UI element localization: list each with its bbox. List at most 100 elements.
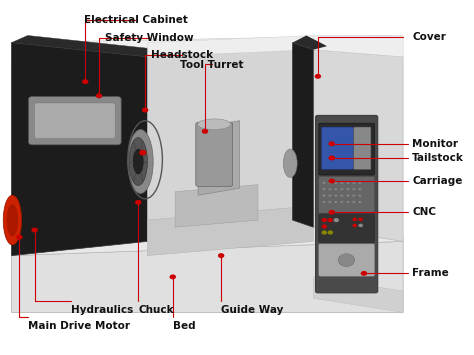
Circle shape [328,201,331,203]
Circle shape [353,188,355,190]
Circle shape [358,182,361,184]
Text: Main Drive Motor: Main Drive Motor [27,321,130,331]
Polygon shape [147,206,313,256]
Circle shape [170,274,176,279]
Polygon shape [11,36,161,57]
Text: CNC: CNC [412,207,437,217]
Text: Bed: Bed [173,321,195,331]
Circle shape [335,201,337,203]
Circle shape [328,195,331,197]
FancyBboxPatch shape [196,122,233,186]
Text: Tailstock: Tailstock [412,153,464,163]
Circle shape [334,218,339,222]
Circle shape [353,195,355,197]
Circle shape [16,235,23,240]
FancyBboxPatch shape [319,123,374,175]
Circle shape [328,179,335,184]
FancyBboxPatch shape [316,115,378,293]
Circle shape [335,195,337,197]
Circle shape [353,201,355,203]
FancyBboxPatch shape [319,214,374,242]
Polygon shape [147,36,313,57]
Polygon shape [292,36,327,50]
Circle shape [328,141,335,146]
Polygon shape [11,241,403,312]
Circle shape [142,108,148,113]
Ellipse shape [129,137,147,185]
Ellipse shape [7,204,18,236]
Circle shape [340,182,343,184]
Circle shape [340,188,343,190]
FancyBboxPatch shape [28,97,121,145]
Text: Frame: Frame [412,268,449,278]
Polygon shape [175,185,258,227]
Circle shape [322,188,325,190]
Circle shape [31,228,38,233]
Polygon shape [313,50,403,241]
FancyBboxPatch shape [35,103,115,138]
Circle shape [315,74,321,79]
Circle shape [340,195,343,197]
Circle shape [321,224,327,229]
Ellipse shape [198,119,231,130]
Circle shape [358,188,361,190]
Text: Guide Way: Guide Way [221,305,283,315]
Ellipse shape [128,130,153,193]
Polygon shape [11,43,147,256]
Circle shape [353,182,355,184]
Circle shape [346,188,349,190]
Circle shape [328,182,331,184]
Circle shape [328,155,335,160]
Polygon shape [313,277,403,312]
Text: Headstock: Headstock [151,50,213,60]
Circle shape [321,218,327,222]
Circle shape [346,195,349,197]
Circle shape [335,188,337,190]
Circle shape [322,182,325,184]
Circle shape [358,195,361,197]
Polygon shape [198,121,239,195]
Circle shape [340,201,343,203]
Circle shape [135,200,141,205]
Circle shape [321,230,327,235]
Ellipse shape [3,195,22,245]
Circle shape [328,210,335,215]
Circle shape [328,218,333,222]
Circle shape [82,79,89,84]
FancyBboxPatch shape [354,127,371,169]
Polygon shape [11,36,392,64]
Text: Tool Turret: Tool Turret [180,60,244,70]
Circle shape [218,253,224,258]
Circle shape [353,218,357,221]
Circle shape [358,201,361,203]
Polygon shape [11,57,403,256]
Circle shape [96,93,102,98]
Circle shape [139,150,146,155]
Polygon shape [292,43,313,227]
Circle shape [358,218,363,221]
Circle shape [328,188,331,190]
FancyBboxPatch shape [321,127,353,169]
Text: Chuck: Chuck [138,305,174,315]
Circle shape [202,129,208,134]
Circle shape [358,224,363,227]
Ellipse shape [133,149,143,174]
FancyBboxPatch shape [319,244,374,276]
Circle shape [361,271,367,276]
Circle shape [335,182,337,184]
Text: Hydraulics: Hydraulics [72,305,134,315]
Circle shape [346,201,349,203]
Circle shape [322,195,325,197]
Text: Carriage: Carriage [412,176,463,186]
Circle shape [322,201,325,203]
Ellipse shape [283,149,297,178]
Circle shape [346,182,349,184]
Circle shape [353,224,357,227]
Circle shape [338,254,355,267]
Circle shape [328,230,333,235]
Polygon shape [147,50,313,241]
Text: Monitor: Monitor [412,139,458,149]
Text: Cover: Cover [412,32,446,42]
Text: Electrical Cabinet: Electrical Cabinet [84,15,188,25]
FancyBboxPatch shape [319,176,374,214]
